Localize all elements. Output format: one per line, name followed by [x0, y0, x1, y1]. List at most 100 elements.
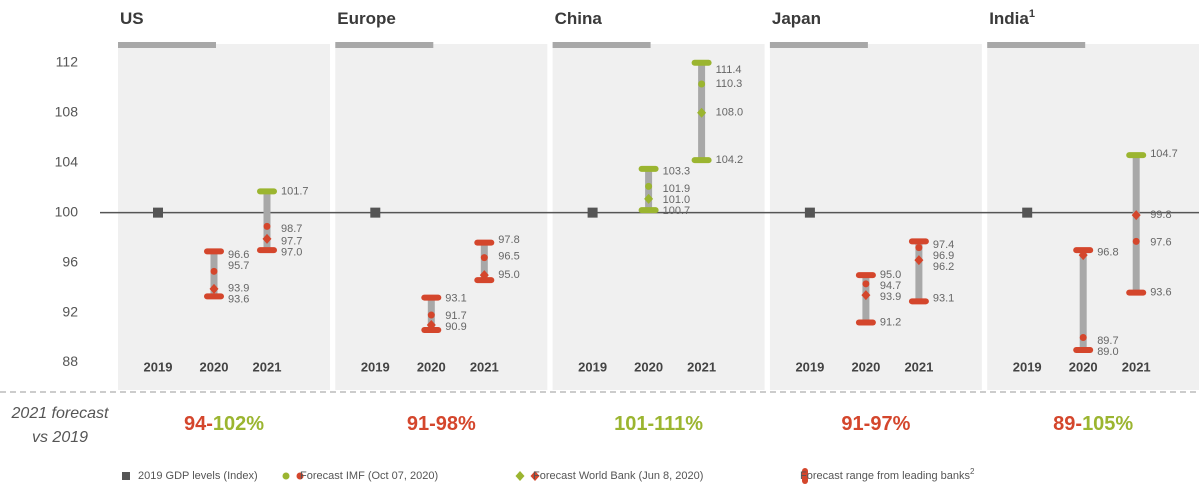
panel-title: China: [555, 9, 603, 28]
bank-range-cap: [1126, 289, 1147, 296]
y-tick-label: 96: [62, 253, 78, 269]
imf-marker: [263, 222, 271, 230]
summary-part: 102%: [213, 413, 264, 435]
x-tick-label: 2021: [1122, 359, 1151, 374]
legend-sup: 2: [970, 467, 975, 476]
data-label: 93.6: [1150, 286, 1171, 298]
data-label: 96.8: [1097, 247, 1118, 259]
data-label: 101.7: [281, 185, 309, 197]
imf-marker: [1079, 334, 1087, 342]
legend-text: Forecast range from leading banks: [800, 470, 970, 482]
panel-title-text: India: [989, 9, 1029, 28]
y-tick-label: 88: [62, 353, 78, 369]
panel-title: Japan: [772, 9, 821, 28]
data-label: 96.2: [933, 261, 954, 273]
panel-background: [335, 44, 548, 390]
bank-range-cap: [204, 293, 224, 300]
data-label: 93.1: [933, 293, 954, 305]
data-label: 97.4: [933, 239, 954, 251]
legend-text: Forecast World Bank (Jun 8, 2020): [533, 470, 703, 482]
legend-icon: [122, 472, 130, 480]
bank-range-cap: [908, 238, 929, 245]
panel-title-text: Japan: [772, 9, 821, 28]
data-label: 96.9: [933, 250, 954, 262]
legend-icon: [515, 471, 525, 481]
bank-range-bar: [915, 241, 923, 302]
bank-range-cap: [1073, 347, 1094, 354]
legend-text: 2019 GDP levels (Index): [138, 470, 258, 482]
x-tick-label: 2019: [578, 359, 607, 374]
legend-icon: [802, 468, 808, 484]
data-label: 101.9: [663, 183, 691, 195]
x-tick-label: 2021: [253, 359, 282, 374]
bank-range-bar: [1132, 155, 1140, 293]
x-tick-label: 2019: [361, 359, 390, 374]
legend-icon: [282, 472, 290, 480]
x-tick-label: 2020: [200, 359, 229, 374]
x-tick-label: 2021: [687, 359, 716, 374]
data-label: 90.9: [445, 321, 466, 333]
gdp-2019-marker: [587, 207, 598, 218]
wb-marker: [1078, 250, 1088, 261]
data-label: 95.7: [228, 260, 249, 272]
data-label: 93.9: [880, 291, 901, 303]
bank-range-cap: [421, 294, 442, 301]
data-label: 95.0: [880, 269, 901, 281]
data-label: 93.1: [445, 293, 466, 305]
bank-range-cap: [257, 188, 277, 195]
summary: 101-111%: [614, 413, 703, 435]
x-tick-label: 2021: [470, 359, 499, 374]
summary: 91-97%: [841, 413, 910, 435]
x-tick-label: 2019: [795, 359, 824, 374]
summary: 89-105%: [1053, 413, 1133, 435]
wb-marker: [262, 233, 272, 244]
data-label: 98.7: [281, 223, 302, 235]
x-tick-label: 2020: [1069, 359, 1098, 374]
x-tick-label: 2020: [851, 359, 880, 374]
gdp-2019-marker: [153, 207, 163, 218]
panel-title-bar: [335, 42, 434, 48]
data-label: 94.7: [880, 280, 901, 292]
data-label: 104.7: [1150, 148, 1178, 160]
summary: 91-98%: [407, 413, 476, 435]
bank-range-cap: [1126, 152, 1147, 159]
panel-title-bar: [552, 42, 651, 48]
y-tick-label: 112: [56, 53, 79, 69]
summary-part: 91-97%: [841, 413, 910, 435]
data-label: 104.2: [716, 154, 744, 166]
panel-title: US: [120, 9, 144, 28]
summary-part: 94-: [184, 413, 213, 435]
side-label: 2021 forecast: [11, 405, 110, 422]
data-label: 96.6: [228, 249, 249, 261]
gdp-2019-marker: [804, 207, 815, 218]
panel-background: [118, 44, 330, 390]
wb-marker: [697, 107, 707, 118]
bank-range-cap: [855, 319, 876, 326]
y-tick-label: 104: [55, 153, 79, 169]
data-label: 103.3: [663, 165, 691, 177]
legend-label: Forecast World Bank (Jun 8, 2020): [533, 470, 703, 482]
x-tick-label: 2019: [144, 359, 173, 374]
wb-marker: [1131, 210, 1141, 221]
data-label: 93.6: [228, 294, 249, 306]
panel-title-bar: [987, 42, 1086, 48]
x-tick-label: 2019: [1013, 359, 1042, 374]
imf-marker: [645, 182, 653, 190]
panel-title-bar: [118, 42, 216, 48]
imf-marker: [480, 254, 488, 262]
data-label: 89.0: [1097, 346, 1118, 358]
y-tick-label: 108: [55, 103, 79, 119]
data-label: 91.7: [445, 310, 466, 322]
gdp-2019-marker: [370, 207, 381, 218]
legend-label: 2019 GDP levels (Index): [138, 470, 258, 482]
panel-title-text: China: [555, 9, 603, 28]
data-label: 97.7: [281, 235, 302, 247]
imf-marker: [210, 267, 218, 275]
data-label: 97.8: [498, 234, 519, 246]
bank-range-cap: [691, 59, 712, 66]
bank-range-cap: [638, 165, 659, 172]
summary-part: 91-98%: [407, 413, 476, 435]
bank-range-cap: [691, 157, 712, 164]
panel-title-text: Europe: [337, 9, 396, 28]
